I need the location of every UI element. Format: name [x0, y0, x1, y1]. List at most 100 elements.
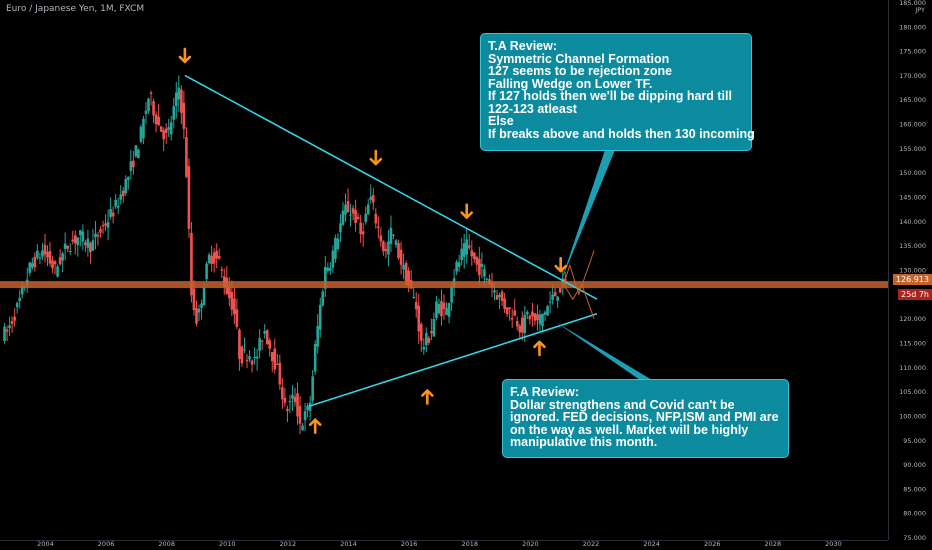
candle-body [278, 362, 282, 385]
candle-body [233, 298, 236, 315]
candle-body [394, 240, 398, 245]
candle-body [111, 212, 115, 217]
ta-review-line: Else [488, 114, 514, 128]
candle-body [248, 356, 251, 360]
candle-body [61, 253, 64, 261]
candle-body [41, 250, 44, 257]
candle-body [217, 256, 221, 259]
x-tick-label: 2026 [704, 540, 721, 548]
y-tick-label: 155.000 [899, 145, 926, 153]
candle-body [553, 292, 557, 297]
candle-body [68, 251, 72, 253]
y-tick-label: 85.000 [903, 485, 926, 493]
candle-body [137, 149, 140, 159]
candle-body [101, 225, 105, 227]
ta-review-line: Symmetric Channel Formation [488, 51, 670, 66]
candle-body [445, 308, 448, 316]
candle-body [465, 239, 469, 255]
candle-body [260, 340, 264, 342]
fa-review-body: Dollar strengthens and Covid can't be ig… [510, 397, 779, 449]
candle-body [480, 263, 484, 267]
candle-body [475, 256, 479, 265]
y-tick-label: 105.000 [899, 388, 926, 396]
candle-body [76, 237, 80, 246]
candle-body [94, 233, 97, 238]
candle-body [296, 393, 299, 417]
x-tick-label: 2016 [401, 540, 418, 548]
candle-body [167, 127, 171, 130]
candle-body [354, 210, 357, 224]
candle-body [124, 178, 128, 194]
candle-body [526, 312, 529, 315]
candle-body [89, 242, 92, 253]
candle-body [36, 250, 39, 258]
candle-body [20, 286, 24, 295]
candle-body [263, 331, 266, 334]
candle-body [127, 177, 130, 180]
candle-body [331, 250, 335, 268]
candle-body [255, 356, 259, 359]
candle-body [187, 166, 191, 229]
candle-body [164, 128, 168, 133]
y-tick-label: 110.000 [899, 364, 926, 372]
candle-body [301, 425, 304, 431]
candle-body [389, 227, 393, 244]
current-price-tag: 126.913 [892, 274, 932, 285]
candle-body [515, 321, 519, 327]
candle-body [235, 309, 239, 327]
candle-body [228, 287, 231, 299]
candle-body [303, 411, 307, 421]
level-127-band [0, 281, 888, 289]
x-tick-label: 2030 [825, 540, 842, 548]
candle-body [81, 231, 85, 242]
x-tick-label: 2028 [765, 540, 782, 548]
ta-review-line: Falling Wedge on Lower TF. [488, 76, 653, 91]
candle-body [470, 250, 474, 257]
y-tick-label: 175.000 [899, 48, 926, 56]
candle-body [435, 301, 438, 318]
arrow-up-icon [308, 418, 322, 434]
candle-body [253, 356, 256, 359]
arrow-markers-layer [178, 47, 567, 434]
time-axis[interactable]: 2004 2006 2008 2010 2012 2014 2016 2018 2020 2022… [0, 540, 888, 548]
candle-body [344, 204, 347, 215]
candle-body [356, 216, 360, 220]
ta-review-line: 122-123 atleast [488, 101, 577, 116]
candle-body [528, 315, 532, 320]
projected-path [563, 250, 595, 296]
candle-body [174, 92, 178, 107]
x-tick-label: 2020 [522, 540, 539, 548]
candle-body [270, 352, 274, 362]
candle-body [351, 208, 355, 214]
ta-review-box[interactable]: T.A Review: Symmetric Channel Formation … [480, 33, 755, 151]
y-tick-label: 115.000 [899, 339, 926, 347]
candle-body [109, 209, 112, 217]
candle-body [197, 308, 201, 313]
candle-body [73, 235, 77, 244]
candle-body [551, 294, 554, 300]
candle-body [84, 242, 87, 246]
y-tick-label: 75.000 [903, 534, 926, 542]
y-tick-label: 80.000 [903, 510, 926, 518]
ta-review-line: If breaks above and holds then 130 incom… [488, 126, 755, 141]
candle-body [8, 325, 11, 329]
candle-body [412, 296, 415, 298]
candle-body [457, 262, 461, 267]
candle-body [447, 303, 451, 317]
candle-body [316, 325, 320, 347]
candle-body [230, 292, 234, 310]
resistance-level-layer [0, 281, 888, 289]
x-tick-label: 2010 [219, 540, 236, 548]
arrow-down-icon [460, 203, 474, 219]
candle-body [121, 190, 125, 196]
y-tick-label: 120.000 [899, 315, 926, 323]
arrow-down-icon [369, 149, 383, 166]
candle-body [212, 252, 216, 264]
candle-body [455, 261, 458, 272]
fa-review-box[interactable]: F.A Review: Dollar strengthens and Covid… [502, 379, 789, 458]
ta-review-line: T.A Review: [488, 39, 558, 53]
candle-body [548, 301, 552, 303]
candle-body [18, 297, 21, 302]
